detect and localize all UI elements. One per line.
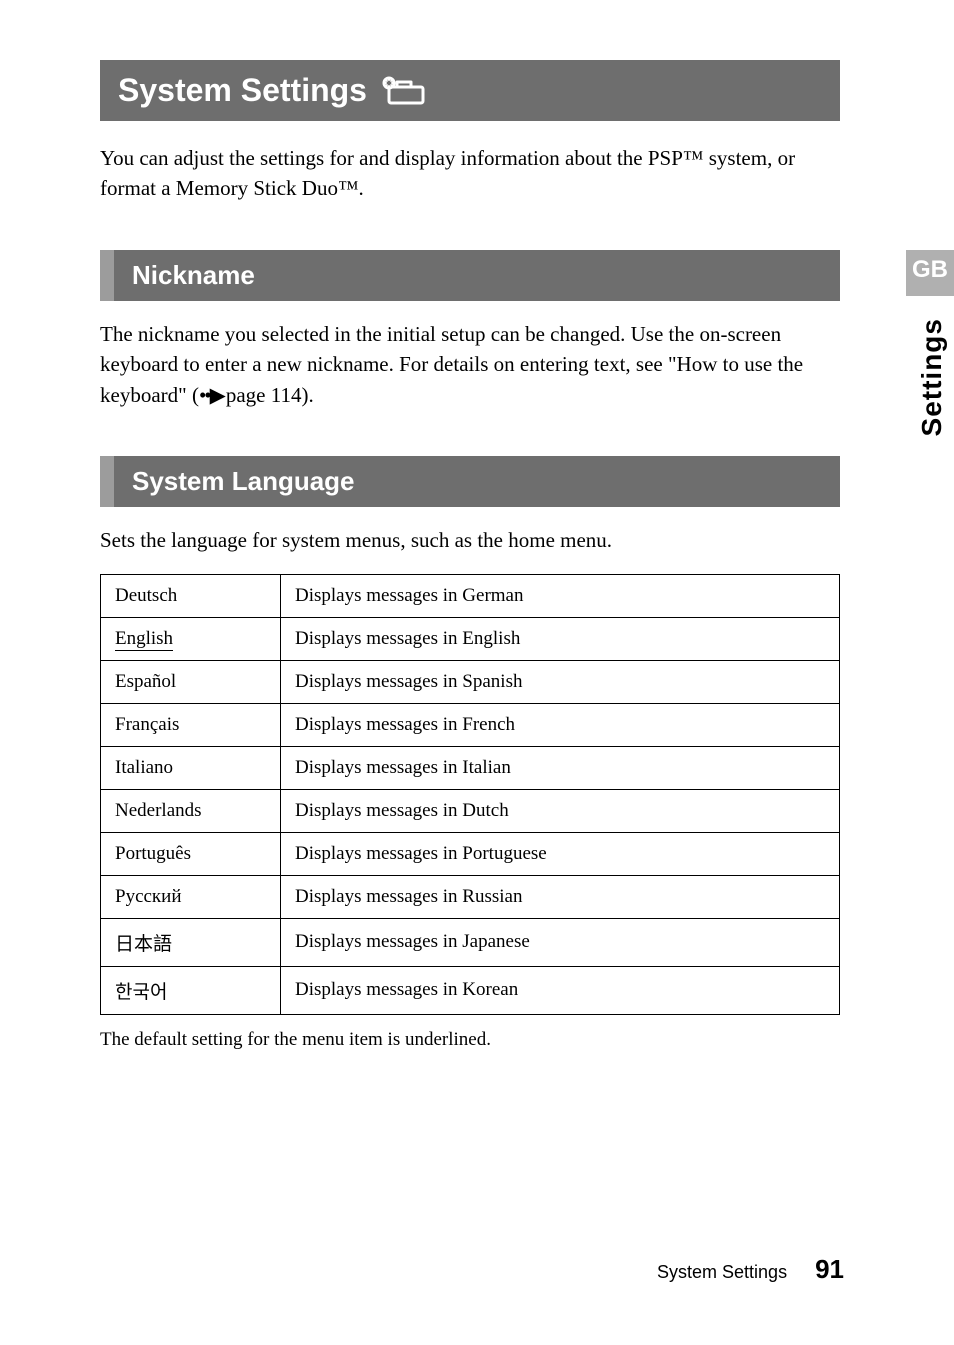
language-name-cell: Русский [101, 875, 281, 918]
region-tab: GB [906, 250, 954, 296]
language-table-body: DeutschDisplays messages in GermanEnglis… [101, 574, 840, 1014]
table-row: PortuguêsDisplays messages in Portuguese [101, 832, 840, 875]
language-name-cell: Italiano [101, 746, 281, 789]
language-table: DeutschDisplays messages in GermanEnglis… [100, 574, 840, 1015]
footer-section: System Settings [657, 1262, 787, 1283]
system-language-body: Sets the language for system menus, such… [100, 525, 840, 555]
language-desc-cell: Displays messages in Portuguese [281, 832, 840, 875]
default-footnote: The default setting for the menu item is… [100, 1029, 840, 1051]
language-name-cell: Deutsch [101, 574, 281, 617]
language-name-cell: 한국어 [101, 966, 281, 1014]
language-name-cell: Español [101, 660, 281, 703]
table-row: 日本語Displays messages in Japanese [101, 918, 840, 966]
side-section-label: Settings [916, 318, 948, 436]
language-desc-cell: Displays messages in German [281, 574, 840, 617]
xref-arrow-icon: ▶ [210, 380, 226, 410]
nickname-page-ref: page 114 [226, 383, 302, 407]
table-row: ItalianoDisplays messages in Italian [101, 746, 840, 789]
xref-dots-icon: •• [199, 383, 210, 407]
language-desc-cell: Displays messages in French [281, 703, 840, 746]
page: System Settings You can adjust the setti… [0, 0, 954, 1345]
nickname-body: The nickname you selected in the initial… [100, 319, 840, 410]
language-name-cell: 日本語 [101, 918, 281, 966]
toolbox-icon [381, 75, 427, 107]
default-language: English [115, 628, 173, 651]
language-desc-cell: Displays messages in Dutch [281, 789, 840, 832]
table-row: РусскийDisplays messages in Russian [101, 875, 840, 918]
side-rail: GB Settings [906, 0, 954, 1345]
content-column: System Settings You can adjust the setti… [100, 60, 840, 1051]
language-desc-cell: Displays messages in Korean [281, 966, 840, 1014]
language-name-cell: Français [101, 703, 281, 746]
intro-text: You can adjust the settings for and disp… [100, 143, 840, 204]
title-bar: System Settings [100, 60, 840, 121]
table-row: DeutschDisplays messages in German [101, 574, 840, 617]
language-desc-cell: Displays messages in Russian [281, 875, 840, 918]
table-row: English Displays messages in English [101, 617, 840, 660]
table-row: NederlandsDisplays messages in Dutch [101, 789, 840, 832]
language-name-cell: Nederlands [101, 789, 281, 832]
language-desc-cell: Displays messages in Spanish [281, 660, 840, 703]
table-row: 한국어Displays messages in Korean [101, 966, 840, 1014]
language-desc-cell: Displays messages in English [281, 617, 840, 660]
table-row: EspañolDisplays messages in Spanish [101, 660, 840, 703]
page-title: System Settings [118, 72, 367, 109]
section-heading-system-language: System Language [100, 456, 840, 507]
page-footer: System Settings 91 [657, 1254, 844, 1285]
table-row: FrançaisDisplays messages in French [101, 703, 840, 746]
language-desc-cell: Displays messages in Italian [281, 746, 840, 789]
language-desc-cell: Displays messages in Japanese [281, 918, 840, 966]
footer-page-number: 91 [815, 1254, 844, 1285]
language-name-cell: English [101, 617, 281, 660]
section-heading-nickname: Nickname [100, 250, 840, 301]
language-name-cell: Português [101, 832, 281, 875]
nickname-body-post: ). [301, 383, 313, 407]
